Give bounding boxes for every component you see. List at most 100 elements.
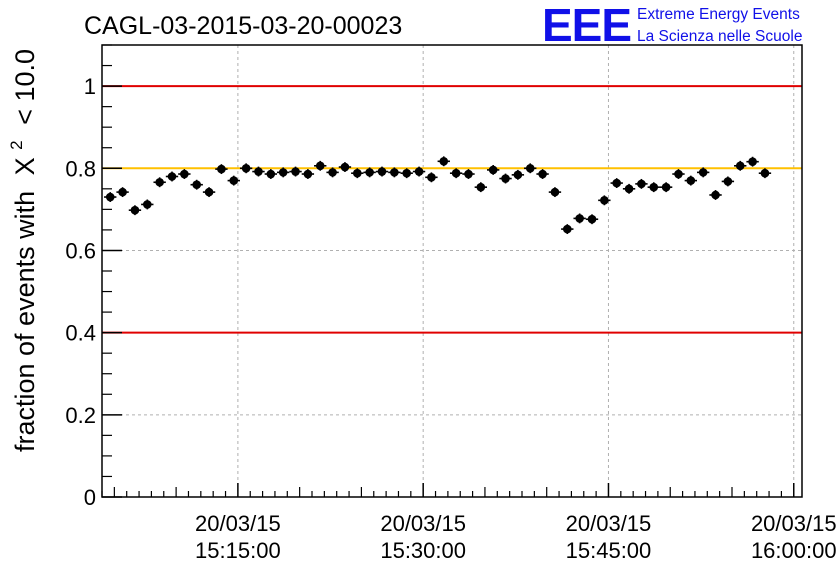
data-marker — [192, 180, 202, 190]
data-point — [388, 167, 401, 178]
data-marker — [365, 168, 374, 177]
data-point — [462, 169, 475, 179]
logo-line-2: La Scienza nelle Scuole — [637, 28, 802, 45]
data-marker — [340, 162, 350, 172]
data-marker — [254, 167, 263, 176]
y-axis-label: fraction of events with X 2 < 10.0 — [0, 49, 40, 452]
data-marker — [735, 161, 745, 171]
data-point — [536, 169, 549, 179]
y-tick-label: 0.2 — [65, 403, 96, 428]
data-marker — [686, 176, 696, 185]
data-marker — [180, 169, 189, 179]
data-marker — [155, 177, 164, 187]
data-marker — [513, 170, 523, 180]
data-marker — [427, 173, 436, 182]
logo-line-1: Extreme Energy Events — [637, 6, 800, 23]
y-axis-label-superscript: 2 — [7, 140, 26, 149]
data-point — [622, 183, 636, 194]
data-point — [746, 156, 759, 167]
data-point — [585, 214, 599, 225]
data-point — [178, 169, 191, 179]
data-marker — [525, 163, 535, 173]
data-marker — [562, 224, 572, 234]
data-point — [239, 163, 253, 174]
data-marker — [118, 187, 127, 197]
data-point — [141, 199, 154, 210]
data-point — [734, 160, 747, 171]
data-marker — [674, 169, 683, 179]
data-marker — [637, 179, 646, 189]
data-point — [758, 168, 772, 179]
x-tick-label-time: 16:00:00 — [751, 538, 836, 563]
y-tick-label: 1 — [84, 74, 96, 99]
data-point — [721, 176, 735, 187]
data-marker — [291, 167, 300, 176]
data-point — [511, 169, 525, 180]
data-point — [412, 166, 426, 177]
data-point — [487, 164, 500, 175]
x-tick-label-time: 15:45:00 — [566, 538, 652, 563]
data-point — [375, 166, 389, 177]
data-marker — [723, 177, 733, 186]
data-marker — [105, 192, 115, 202]
data-marker — [501, 174, 510, 183]
x-tick-label-date: 20/03/15 — [195, 511, 281, 536]
data-point — [116, 187, 129, 198]
data-point — [647, 182, 660, 193]
data-point — [573, 213, 586, 224]
data-point — [610, 178, 623, 188]
data-marker — [315, 161, 325, 171]
data-marker — [130, 205, 140, 215]
data-marker — [550, 187, 560, 197]
data-marker — [204, 187, 214, 197]
data-marker — [266, 169, 276, 179]
data-marker — [217, 164, 226, 174]
data-point — [400, 168, 413, 179]
data-point — [326, 167, 339, 178]
data-point — [104, 192, 117, 202]
y-axis-label-tail: < 10.0 — [10, 49, 40, 125]
data-marker — [439, 156, 449, 166]
data-point — [474, 182, 487, 193]
chart-title: CAGL-03-2015-03-20-00023 — [84, 12, 402, 40]
data-point — [202, 187, 216, 198]
data-point — [190, 179, 203, 190]
data-point — [128, 205, 142, 216]
y-tick-label: 0.6 — [65, 238, 96, 263]
data-point — [227, 175, 240, 186]
data-marker — [476, 182, 486, 192]
data-marker — [241, 163, 251, 173]
y-tick-label: 0 — [84, 485, 96, 510]
y-axis-label-text: fraction of events with — [10, 191, 40, 452]
data-point — [338, 162, 352, 172]
data-marker — [575, 214, 584, 223]
data-marker — [278, 168, 288, 177]
data-point — [277, 167, 290, 178]
data-marker — [600, 196, 609, 205]
data-marker — [612, 178, 622, 188]
data-point — [165, 171, 179, 182]
data-marker — [328, 168, 337, 177]
data-point — [635, 178, 648, 189]
data-point — [499, 173, 512, 184]
data-marker — [649, 182, 659, 192]
data-point — [449, 168, 463, 179]
data-marker — [352, 168, 362, 178]
data-point — [301, 169, 315, 179]
logo-mark: EEE — [542, 0, 631, 51]
data-marker — [464, 169, 473, 179]
data-point — [697, 167, 710, 178]
data-marker — [488, 165, 498, 175]
data-point — [659, 182, 673, 193]
x-tick-label-time: 15:30:00 — [380, 538, 466, 563]
data-point — [684, 175, 697, 186]
data-point — [215, 164, 228, 175]
data-marker — [587, 214, 597, 224]
y-tick-label: 0.4 — [65, 321, 96, 346]
data-points — [104, 156, 772, 235]
data-point — [672, 169, 685, 179]
data-point — [153, 177, 166, 188]
data-point — [289, 166, 302, 177]
data-point — [548, 187, 562, 198]
